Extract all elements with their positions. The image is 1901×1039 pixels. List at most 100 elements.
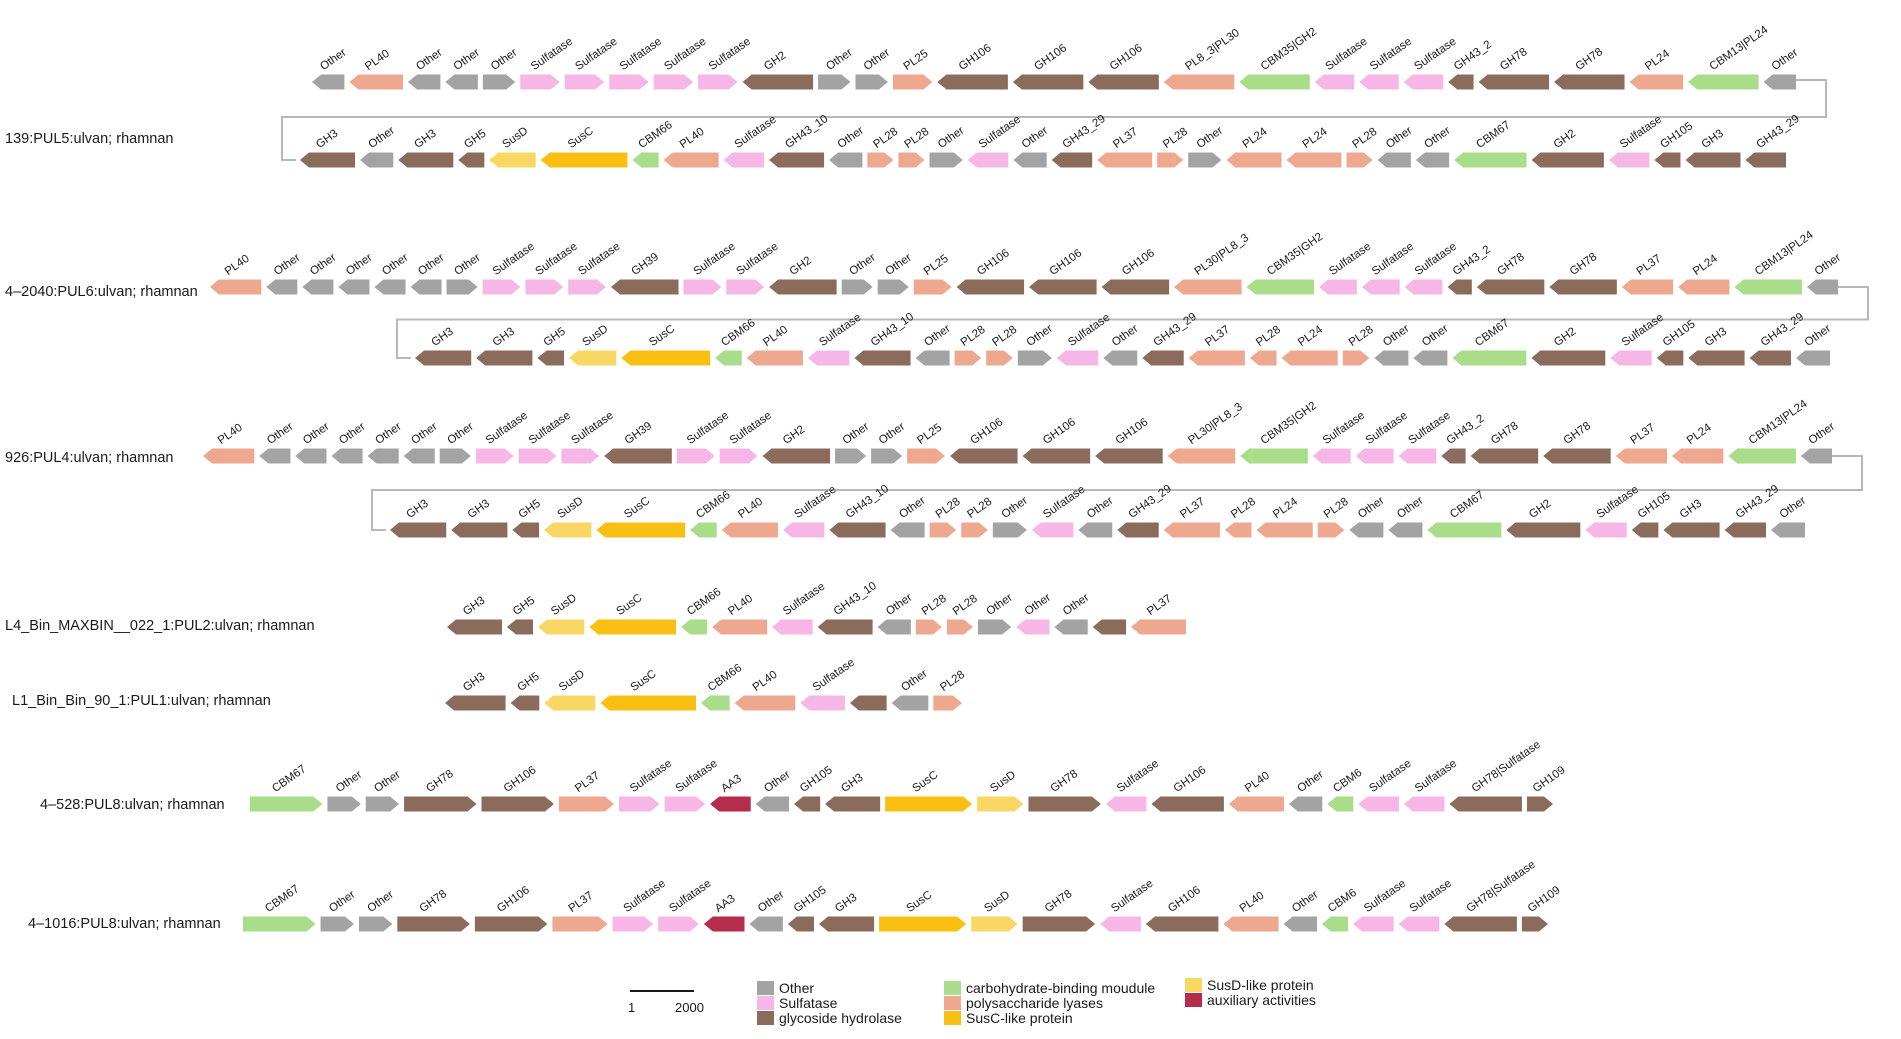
gene-arrow: [481, 796, 554, 812]
gene-label: GH3: [412, 128, 438, 151]
gene-arrow: [992, 522, 1027, 538]
pul-label-4-2040-pul6: 4–2040:PUL6:ulvan; rhamnan: [5, 284, 198, 300]
gene-label: Sulfatase: [685, 410, 731, 447]
gene-arrow: [1097, 152, 1153, 168]
gene-arrow: [1478, 74, 1550, 90]
gene-arrow: [512, 522, 540, 538]
gene-arrow: [1800, 448, 1832, 464]
gene-arrow: [1654, 152, 1681, 168]
gene-arrow: [439, 448, 471, 464]
gene-label: Sulfatase: [533, 241, 579, 278]
gene-label: Sulfatase: [977, 114, 1023, 151]
gene-arrow: [907, 448, 946, 464]
gene-arrow: [410, 279, 442, 295]
gene-label: Other: [1813, 252, 1844, 278]
gene-label: PL40: [363, 48, 392, 73]
gene-arrow: [1286, 152, 1342, 168]
gene-label: CBM13|PL24: [1747, 398, 1810, 447]
gene-label: GH3: [1700, 128, 1726, 151]
gene-arrow: [510, 695, 540, 711]
gene-label: GH78: [424, 768, 455, 795]
gene-arrow: [1103, 350, 1138, 366]
gene-label: Other: [899, 668, 930, 694]
gene-label: Sulfatase: [484, 410, 530, 447]
gene-label: Other: [445, 421, 476, 447]
gene-arrow: [632, 152, 659, 168]
gene-arrow: [664, 796, 706, 812]
gene-arrow: [715, 350, 742, 366]
gene-arrow: [1688, 350, 1745, 366]
gene-label: GH78: [1489, 420, 1520, 447]
gene-arrow: [734, 695, 796, 711]
gene-label: CBM67: [1473, 317, 1511, 349]
gene-arrow: [967, 152, 1009, 168]
gene-label: PL40: [216, 422, 245, 447]
gene-arrow: [1022, 448, 1091, 464]
gene-arrow: [367, 448, 399, 464]
gene-arrow: [243, 916, 316, 932]
gene-arrow: [1342, 350, 1370, 366]
legend-swatch: [944, 981, 961, 995]
gene-label: PL40: [1238, 890, 1267, 915]
gene-label: Sulfatase: [1413, 758, 1459, 795]
gene-label: PL28: [934, 496, 963, 521]
gene-label: GH78: [1574, 46, 1605, 73]
gene-arrow: [1226, 152, 1282, 168]
gene-arrow: [338, 279, 370, 295]
gene-label: PL28: [1350, 126, 1379, 151]
gene-arrow: [1355, 448, 1394, 464]
gene-label: GH39: [630, 251, 661, 278]
gene-label: GH39: [623, 420, 654, 447]
gene-arrow: [807, 350, 850, 366]
gene-label: PL28: [1347, 324, 1376, 349]
gene-arrow: [769, 279, 837, 295]
gene-arrow: [611, 279, 679, 295]
gene-arrow: [445, 695, 506, 711]
gene-label: Sulfatase: [728, 410, 774, 447]
gene-label: Sulfatase: [1408, 878, 1454, 915]
gene-arrow: [1448, 74, 1474, 90]
gene-arrow: [1321, 916, 1349, 932]
gene-label: GH106: [968, 416, 1005, 447]
gene-arrow: [300, 152, 356, 168]
gene-label: PL30|PL8_3: [1193, 232, 1252, 278]
gene-label: GH106: [1032, 42, 1069, 73]
gene-arrow: [726, 279, 765, 295]
gene-arrow: [769, 152, 825, 168]
connector-pul6: [396, 286, 1869, 359]
gene-label: Other: [1356, 495, 1387, 521]
gene-label: PL24: [1296, 323, 1325, 349]
gene-arrow: [946, 619, 973, 635]
gene-arrow: [877, 279, 909, 295]
gene-label: Other: [922, 323, 953, 349]
gene-label: GH43_29: [1127, 483, 1174, 521]
gene-label: GH109: [1526, 884, 1563, 915]
gene-label: Sulfatase: [1327, 241, 1373, 278]
gene-label: GH3: [466, 498, 492, 521]
gene-arrow: [1549, 279, 1617, 295]
gene-arrow: [1585, 522, 1627, 538]
gene-arrow: [447, 619, 502, 635]
gene-arrow: [1188, 350, 1245, 366]
gene-label: SusC: [622, 495, 652, 521]
gene-label: PL37: [567, 890, 596, 915]
gene-arrow: [855, 74, 888, 90]
gene-arrow: [349, 74, 403, 90]
gene-arrow: [295, 448, 327, 464]
gene-arrow: [849, 695, 887, 711]
gene-label: Sulfatase: [529, 36, 575, 73]
gene-arrow: [954, 350, 982, 366]
gene-arrow: [476, 350, 533, 366]
gene-label: CBM66: [719, 317, 757, 349]
gene-arrow: [929, 522, 957, 538]
gene-arrow: [537, 350, 565, 366]
legend-swatch: [757, 1011, 774, 1025]
gene-arrow: [794, 796, 821, 812]
gene-label: PL40: [678, 126, 707, 151]
gene-arrow: [1452, 350, 1527, 366]
gene-label: GH106: [957, 42, 994, 73]
gene-label: CBM35|GH2: [1265, 231, 1325, 278]
gene-label: SusC: [904, 889, 934, 915]
gene-arrow: [1100, 916, 1141, 932]
